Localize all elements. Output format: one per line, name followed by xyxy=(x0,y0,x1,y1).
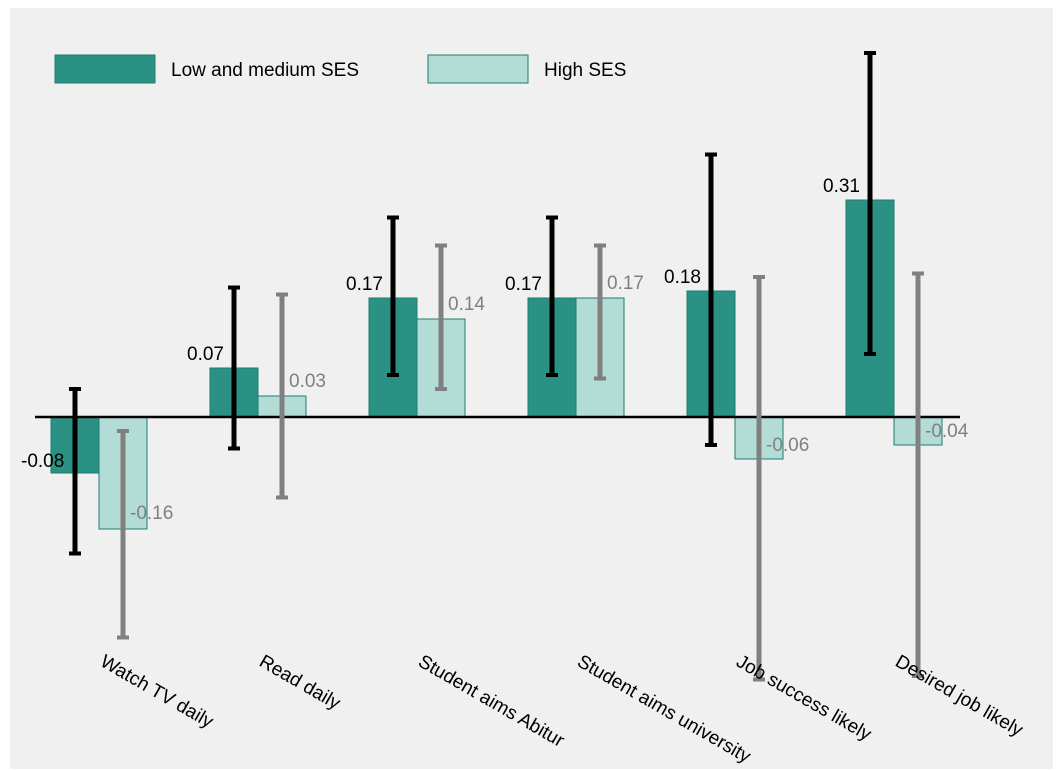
value-label-s2-c2: 0.03 xyxy=(289,371,326,392)
value-label-s1-c2: 0.07 xyxy=(187,344,224,365)
error-bar-s1-c1 xyxy=(69,387,81,556)
error-bar-s2-c1 xyxy=(117,429,129,640)
value-label-s1-c3: 0.17 xyxy=(346,274,383,295)
legend-swatch-high-ses xyxy=(427,54,529,84)
error-bar-s1-c2 xyxy=(228,285,240,451)
value-label-s1-c1: -0.08 xyxy=(21,451,64,472)
value-labels-layer: -0.08 -0.16 0.07 0.03 0.17 0.14 0.17 0.17 0.18 -0… xyxy=(21,176,969,524)
value-label-s2-c6: -0.04 xyxy=(925,421,969,442)
legend-label-low-medium-ses: Low and medium SES xyxy=(171,60,359,81)
error-bar-s2-c3 xyxy=(435,243,447,391)
value-label-s1-c5: 0.18 xyxy=(664,267,701,288)
value-label-s1-c6: 0.31 xyxy=(823,176,860,197)
error-bar-s1-c3 xyxy=(387,215,399,377)
value-label-s2-c5: -0.06 xyxy=(766,435,809,456)
value-label-s2-c3: 0.14 xyxy=(448,294,485,315)
error-bar-s2-c4 xyxy=(594,243,606,381)
legend: Low and medium SES High SES xyxy=(54,54,626,84)
error-bar-s1-c5 xyxy=(705,152,717,447)
value-label-s1-c4: 0.17 xyxy=(505,274,542,295)
error-bar-s2-c6 xyxy=(912,271,924,678)
error-bar-s2-c5 xyxy=(753,275,765,682)
legend-swatch-low-medium-ses xyxy=(54,54,156,84)
legend-label-high-ses: High SES xyxy=(544,60,626,81)
legend-item-series-1: Low and medium SES xyxy=(54,54,359,84)
error-bars-layer xyxy=(69,51,924,682)
error-bar-s2-c2 xyxy=(276,292,288,500)
value-label-s2-c4: 0.17 xyxy=(607,273,644,294)
error-bar-s1-c6 xyxy=(864,51,876,356)
error-bar-s1-c4 xyxy=(546,215,558,377)
value-label-s2-c1: -0.16 xyxy=(130,503,173,524)
legend-item-series-2: High SES xyxy=(427,54,626,84)
